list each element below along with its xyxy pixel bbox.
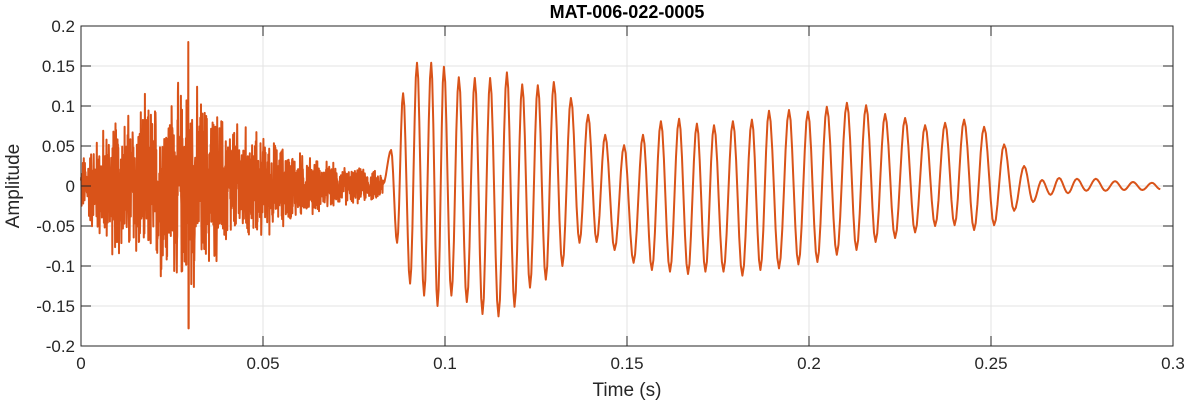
y-tick-label: -0.05 [36, 217, 75, 236]
signal-series [80, 41, 1161, 330]
signal-line [80, 41, 1161, 330]
x-tick-label: 0.25 [974, 354, 1007, 373]
x-tick-label: 0 [76, 354, 85, 373]
x-axis-label: Time (s) [593, 380, 662, 401]
y-tick-label: -0.2 [46, 337, 75, 356]
x-tick-label: 0.2 [797, 354, 821, 373]
y-tick-label: -0.1 [46, 257, 75, 276]
chart-title: MAT-006-022-0005 [550, 2, 705, 22]
y-tick-label: 0 [66, 177, 75, 196]
x-tick-label: 0.15 [610, 354, 643, 373]
x-tick-label: 0.1 [433, 354, 457, 373]
y-tick-label: 0.2 [51, 17, 75, 36]
y-tick-label: 0.15 [42, 57, 75, 76]
x-tick-label: 0.3 [1161, 354, 1185, 373]
y-tick-label: 0.1 [51, 97, 75, 116]
y-tick-label: -0.15 [36, 297, 75, 316]
y-tick-label: 0.05 [42, 137, 75, 156]
x-tick-label: 0.05 [246, 354, 279, 373]
y-axis-label: Amplitude [3, 144, 24, 229]
